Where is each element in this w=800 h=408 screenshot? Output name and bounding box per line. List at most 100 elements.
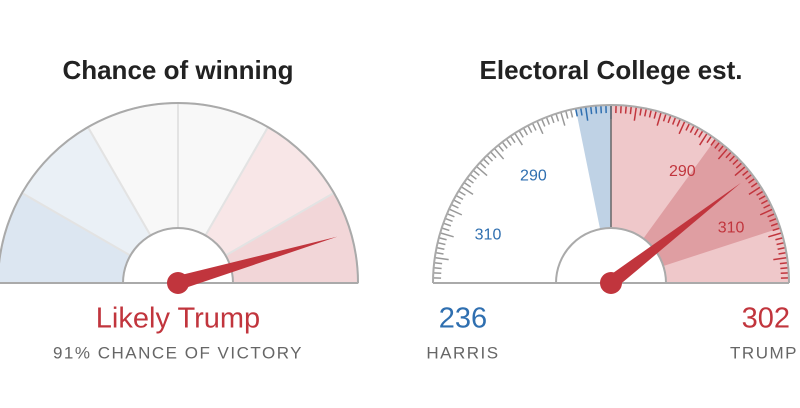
- rim-tick: [656, 111, 662, 126]
- rim-tick: [685, 122, 691, 131]
- rim-tick: [714, 141, 721, 149]
- rim-tick: [639, 107, 643, 116]
- rim-tick: [748, 177, 756, 184]
- rim-tick: [671, 116, 677, 125]
- rim-tick: [435, 251, 444, 255]
- tick-label: 290: [669, 163, 696, 180]
- rim-tick: [493, 147, 505, 160]
- rim-tick: [446, 213, 455, 218]
- rim-tick: [717, 147, 729, 160]
- chart-title: Electoral College est.: [480, 55, 743, 85]
- gauge-hub: [554, 227, 668, 284]
- rim-tick: [718, 144, 725, 152]
- rim-tick: [458, 190, 466, 196]
- rim-tick: [750, 181, 759, 188]
- rim-tick: [698, 130, 704, 138]
- rim-tick: [728, 154, 736, 162]
- rim-tick: [550, 115, 555, 124]
- rim-tick: [486, 154, 494, 162]
- tick-label: 290: [520, 167, 547, 184]
- rim-tick: [767, 213, 776, 218]
- rim-tick: [475, 165, 488, 177]
- rim-tick: [780, 267, 789, 270]
- rim-tick: [439, 232, 454, 238]
- needle: [176, 236, 338, 290]
- rim-tick: [676, 118, 681, 127]
- chart-title: Chance of winning: [62, 55, 293, 85]
- tick-label: 310: [475, 226, 502, 243]
- rim-tick: [490, 151, 497, 159]
- rim-tick: [463, 181, 472, 188]
- result-sublabel: 91% CHANCE OF VICTORY: [53, 343, 303, 362]
- rim-tick: [745, 173, 753, 180]
- rim-tick: [453, 199, 461, 205]
- candidate-name: HARRIS: [426, 343, 499, 362]
- rim-tick: [734, 165, 747, 177]
- rim-tick: [777, 246, 786, 250]
- rim-tick: [776, 241, 785, 246]
- rim-tick: [436, 246, 445, 250]
- rim-tick: [437, 241, 446, 246]
- rim-tick: [518, 130, 524, 138]
- candidate-votes: 302: [742, 303, 790, 335]
- rim-tick: [778, 251, 787, 255]
- rim-tick: [756, 190, 764, 196]
- rim-tick: [434, 261, 443, 265]
- rim-tick: [569, 109, 574, 118]
- rim-tick: [595, 105, 598, 114]
- rim-tick: [497, 144, 504, 152]
- rim-tick: [536, 120, 544, 135]
- result-label: Likely Trump: [96, 303, 260, 335]
- rim-tick: [560, 111, 566, 126]
- rim-tick: [509, 135, 516, 144]
- rim-tick: [758, 194, 767, 201]
- rim-tick: [441, 227, 450, 232]
- rim-tick: [772, 227, 781, 232]
- rim-tick: [579, 107, 583, 116]
- rim-tick: [460, 186, 474, 195]
- rim-tick: [732, 158, 740, 166]
- rim-tick: [545, 116, 551, 125]
- rim-tick: [759, 208, 774, 216]
- rim-tick: [770, 222, 779, 227]
- rim-tick: [648, 109, 653, 118]
- tick-label: 310: [718, 219, 745, 236]
- rim-tick: [742, 169, 750, 176]
- rim-tick: [434, 256, 449, 261]
- rim-tick: [479, 162, 487, 169]
- rim-tick: [775, 237, 784, 241]
- needle: [606, 182, 741, 289]
- rim-tick: [748, 186, 762, 195]
- candidate-name: TRUMP: [730, 343, 798, 362]
- rim-tick: [443, 222, 452, 227]
- rim-tick: [693, 127, 700, 136]
- rim-tick: [773, 256, 788, 261]
- rim-tick: [644, 108, 648, 117]
- rim-tick: [706, 135, 713, 144]
- rim-tick: [589, 106, 593, 115]
- rim-tick: [725, 151, 732, 159]
- rim-tick: [555, 113, 560, 122]
- rim-tick: [574, 108, 578, 117]
- rim-tick: [438, 237, 447, 241]
- rim-tick: [667, 115, 672, 124]
- rim-tick: [482, 158, 490, 166]
- rim-tick: [735, 162, 743, 169]
- rim-tick: [466, 177, 474, 184]
- rim-tick: [501, 141, 508, 149]
- rim-tick: [522, 127, 529, 136]
- rim-tick: [699, 132, 708, 146]
- rim-tick: [541, 118, 546, 127]
- rim-tick: [527, 125, 533, 133]
- gauge-outline: [432, 104, 790, 284]
- rim-tick: [433, 267, 442, 270]
- needle-hub: [167, 272, 189, 294]
- rim-tick: [469, 173, 477, 180]
- rim-tick: [565, 110, 569, 119]
- rim-tick: [531, 122, 537, 131]
- rim-tick: [472, 169, 480, 176]
- rim-tick: [633, 106, 638, 121]
- rim-tick: [624, 105, 627, 114]
- rim-tick: [763, 203, 772, 209]
